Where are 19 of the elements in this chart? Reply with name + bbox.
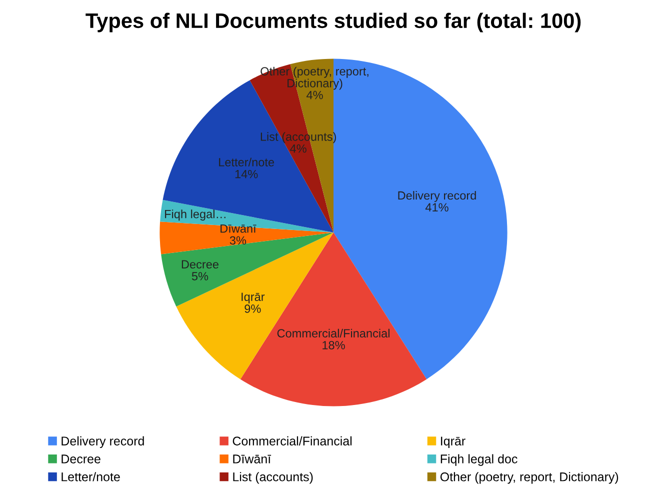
data-label: Iqrār 9%	[242, 292, 265, 313]
legend-label: Letter/note	[62, 472, 120, 482]
legend-label: Decree	[62, 454, 100, 464]
data-label: Fiqh legal…	[165, 210, 226, 221]
data-label: Commercial/Financial 18%	[277, 328, 390, 350]
legend-label: Other (poetry, report, Dictionary)	[440, 472, 618, 484]
legend-label: List (accounts)	[233, 472, 313, 484]
pie-slice	[160, 222, 334, 254]
data-label: Delivery record 41%	[398, 191, 476, 212]
pie-slice	[160, 200, 334, 232]
legend-label: Dīwānī	[233, 454, 272, 464]
legend-label: Fiqh legal doc	[440, 454, 518, 466]
legend-label: Commercial/Financial	[232, 436, 352, 446]
legend-label: Iqrār	[441, 436, 466, 448]
chart-title: Types of NLI Documents studied so far (total: 100)	[86, 12, 581, 32]
data-label: Dīwānī 3%	[220, 224, 256, 245]
data-label: Letter/note 14%	[219, 158, 274, 178]
data-label: Decree 5%	[182, 260, 218, 280]
legend-label: Delivery record	[62, 436, 144, 448]
